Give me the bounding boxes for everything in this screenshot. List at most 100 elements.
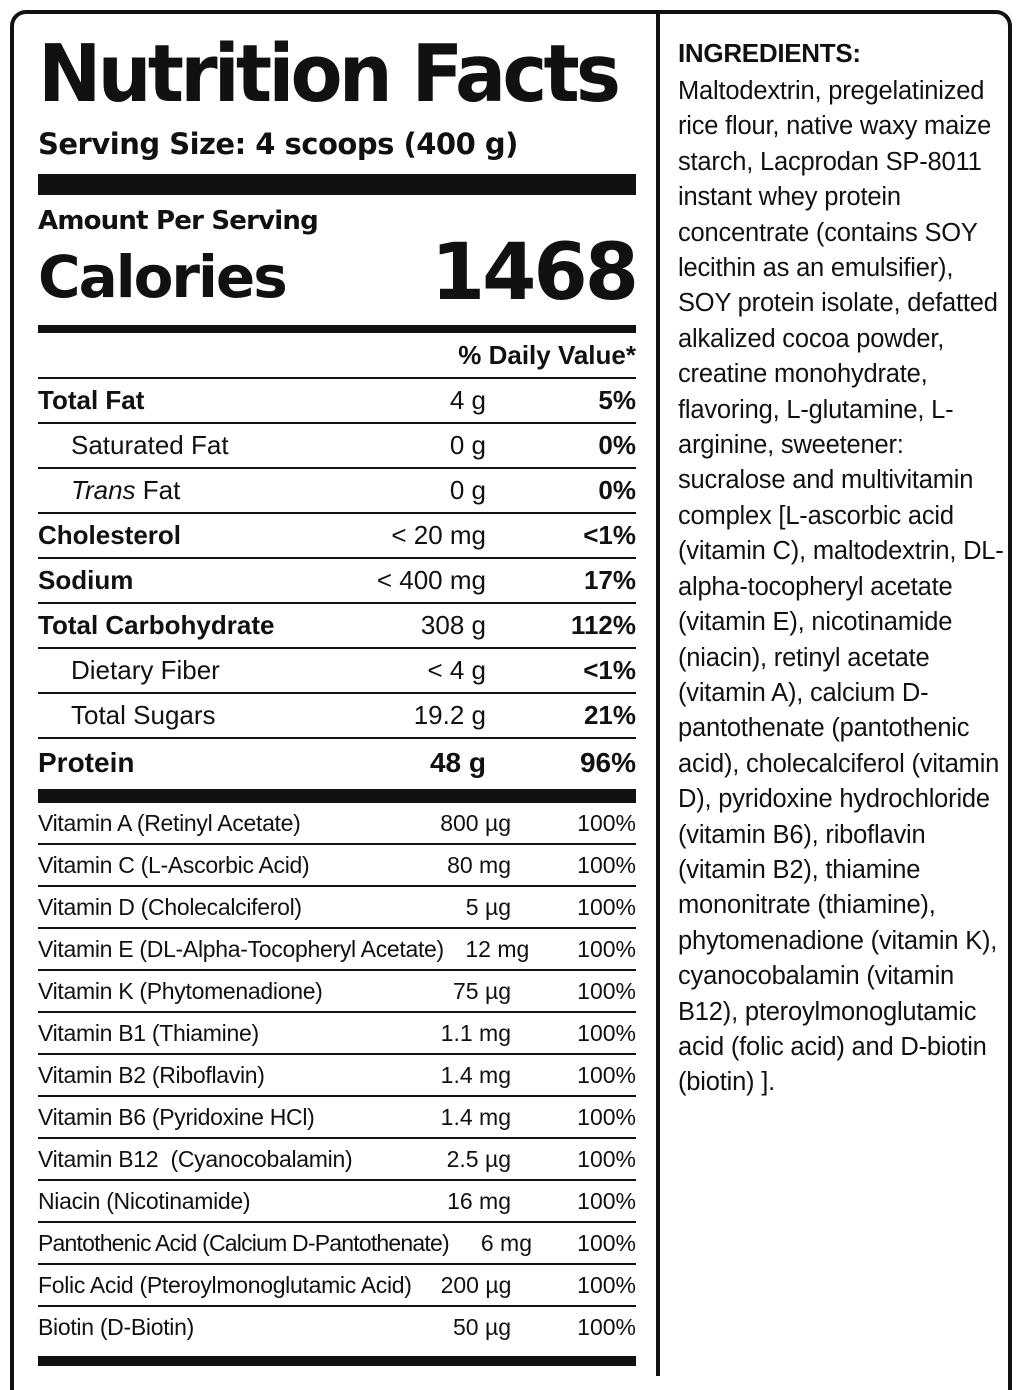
vitamin-dv: 100%: [577, 1229, 636, 1256]
vitamin-amount: 80 mg: [447, 851, 511, 878]
vitamin-amount: 5 µg: [465, 893, 511, 920]
column-divider: [656, 12, 660, 1376]
vitamin-dv: 100%: [577, 1145, 636, 1172]
vitamin-amount: 1.1 mg: [440, 1019, 511, 1046]
nutrient-name: Sodium: [38, 565, 134, 595]
nutrient-name-italic: Trans: [71, 475, 136, 505]
vitamin-dv: 100%: [577, 809, 636, 836]
nutrient-dv: 96%: [579, 747, 636, 778]
vitamin-amount: 2.5 µg: [446, 1145, 511, 1172]
nutrient-name: Total Fat: [38, 385, 145, 415]
panel-title: Nutrition Facts: [38, 28, 621, 120]
vitamin-name: Vitamin C (L-Ascorbic Acid): [38, 851, 310, 878]
vitamin-dv: 100%: [577, 851, 636, 878]
vitamin-row: Biotin (D-Biotin) 50 µg 100%: [38, 1307, 636, 1347]
nutrient-row-total-fat: Total Fat 4 g 5%: [38, 379, 636, 424]
vitamin-name: Vitamin D (Cholecalciferol): [38, 893, 302, 920]
vitamin-amount: 800 µg: [440, 809, 511, 836]
thick-separator: [38, 174, 636, 195]
vitamin-dv: 100%: [577, 1103, 636, 1130]
nutrient-dv: 0%: [598, 475, 636, 505]
vitamin-name: Vitamin B12 (Cyanocobalamin): [38, 1145, 353, 1172]
nutrient-amount: 19.2 g: [413, 700, 486, 730]
nutrient-dv: 0%: [598, 430, 636, 460]
vitamin-name: Vitamin B1 (Thiamine): [38, 1019, 259, 1046]
vitamin-row: Vitamin B1 (Thiamine) 1.1 mg 100%: [38, 1013, 636, 1055]
vitamin-row: Vitamin E (DL-Alpha-Tocopheryl Acetate) 1…: [38, 929, 636, 971]
nutrient-name: Trans Fat: [38, 475, 336, 506]
bottom-separator: [38, 1356, 636, 1366]
calories-row: Calories 1468: [38, 233, 639, 313]
ingredients-panel: INGREDIENTS: Maltodextrin, pregelatinize…: [678, 34, 1008, 1101]
nutrient-dv: 5%: [598, 385, 636, 415]
nutrient-amount: 0 g: [449, 475, 486, 505]
amount-per-serving: Amount Per Serving: [38, 206, 319, 236]
vitamin-row: Folic Acid (Pteroylmonoglutamic Acid) 200…: [38, 1265, 636, 1307]
medium-separator: [38, 325, 636, 333]
nutrient-name: Total Sugars: [71, 700, 216, 730]
vitamin-amount: 16 mg: [447, 1187, 511, 1214]
nutrient-amount: < 4 g: [427, 655, 486, 685]
nutrition-label-frame: [10, 10, 1012, 1390]
daily-value-header: % Daily Value*: [38, 333, 636, 379]
nutrient-dv: 17%: [583, 565, 636, 595]
vitamin-table: Vitamin A (Retinyl Acetate) 800 µg 100% Vi…: [38, 803, 636, 1347]
vitamin-dv: 100%: [577, 1313, 636, 1340]
nutrient-name: Total Carbohydrate: [38, 610, 275, 640]
nutrient-amount: 0 g: [449, 430, 486, 460]
vitamin-name: Vitamin B2 (Riboflavin): [38, 1061, 265, 1088]
nutrient-name: Cholesterol: [38, 520, 182, 550]
nutrient-amount: 48 g: [429, 747, 486, 778]
vitamin-dv: 100%: [577, 977, 636, 1004]
vitamin-row: Vitamin A (Retinyl Acetate) 800 µg 100%: [38, 803, 636, 845]
nutrient-row-total-carbohydrate: Total Carbohydrate 308 g 112%: [38, 604, 636, 649]
vitamin-amount: 1.4 mg: [440, 1103, 511, 1130]
nutrient-dv: <1%: [583, 520, 636, 550]
nutrient-row-saturated-fat: Saturated Fat 0 g 0%: [38, 424, 636, 469]
vitamin-name: Biotin (D-Biotin): [38, 1313, 194, 1340]
nutrition-facts-panel: Nutrition Facts Serving Size: 4 scoops (…: [38, 24, 639, 1347]
nutrient-name: Dietary Fiber: [71, 655, 220, 685]
nutrient-dv: 112%: [570, 610, 636, 640]
vitamin-row: Vitamin B12 (Cyanocobalamin) 2.5 µg 100%: [38, 1139, 636, 1181]
calories-value: 1468: [430, 228, 639, 318]
vitamin-name: Vitamin A (Retinyl Acetate): [38, 809, 301, 836]
vitamin-row: Vitamin D (Cholecalciferol) 5 µg 100%: [38, 887, 636, 929]
vitamin-amount: 1.4 mg: [440, 1061, 511, 1088]
ingredients-title: INGREDIENTS:: [678, 38, 861, 68]
vitamin-dv: 100%: [577, 1187, 636, 1214]
vitamin-dv: 100%: [577, 893, 636, 920]
nutrient-row-dietary-fiber: Dietary Fiber < 4 g <1%: [38, 649, 636, 694]
vitamin-amount: 50 µg: [452, 1313, 511, 1340]
vitamin-amount: 12 mg: [465, 935, 530, 962]
nutrient-name: Protein: [38, 747, 135, 778]
vitamin-row: Vitamin K (Phytomenadione) 75 µg 100%: [38, 971, 636, 1013]
vitamin-name: Vitamin B6 (Pyridoxine HCl): [38, 1103, 315, 1130]
vitamin-name: Vitamin E (DL-Alpha-Tocopheryl Acetate): [38, 935, 444, 962]
vitamin-name: Niacin (Nicotinamide): [38, 1187, 251, 1214]
vitamin-dv: 100%: [577, 1271, 636, 1298]
vitamin-name: Folic Acid (Pteroylmonoglutamic Acid): [38, 1271, 412, 1298]
vitamin-row: Niacin (Nicotinamide) 16 mg 100%: [38, 1181, 636, 1223]
vitamin-amount: 200 µg: [440, 1271, 512, 1298]
nutrient-amount: 4 g: [449, 385, 486, 415]
nutrient-row-total-sugars: Total Sugars 19.2 g 21%: [38, 694, 636, 739]
vitamin-name: Pantothenic Acid (Calcium D-Pantothenate…: [38, 1229, 450, 1256]
ingredients-text: Maltodextrin, pregelatinized rice flour,…: [678, 77, 1004, 1097]
vitamin-dv: 100%: [577, 1061, 636, 1088]
vitamin-row: Vitamin B2 (Riboflavin) 1.4 mg 100%: [38, 1055, 636, 1097]
nutrient-row-sodium: Sodium < 400 mg 17%: [38, 559, 636, 604]
nutrient-amount: 308 g: [420, 610, 486, 640]
nutrient-name: Saturated Fat: [71, 430, 229, 460]
nutrient-dv: <1%: [583, 655, 636, 685]
nutrient-dv: 21%: [583, 700, 636, 730]
calories-label: Calories: [38, 243, 288, 311]
vitamin-row: Vitamin B6 (Pyridoxine HCl) 1.4 mg 100%: [38, 1097, 636, 1139]
vitamin-dv: 100%: [577, 935, 636, 962]
vitamin-name: Vitamin K (Phytomenadione): [38, 977, 323, 1004]
nutrient-name-rest: Fat: [135, 475, 181, 505]
vitamin-amount: 75 µg: [452, 977, 511, 1004]
vitamin-row: Pantothenic Acid (Calcium D-Pantothenate…: [38, 1223, 636, 1265]
serving-size: Serving Size: 4 scoops (400 g): [38, 127, 518, 161]
nutrient-amount: < 20 mg: [391, 520, 486, 550]
